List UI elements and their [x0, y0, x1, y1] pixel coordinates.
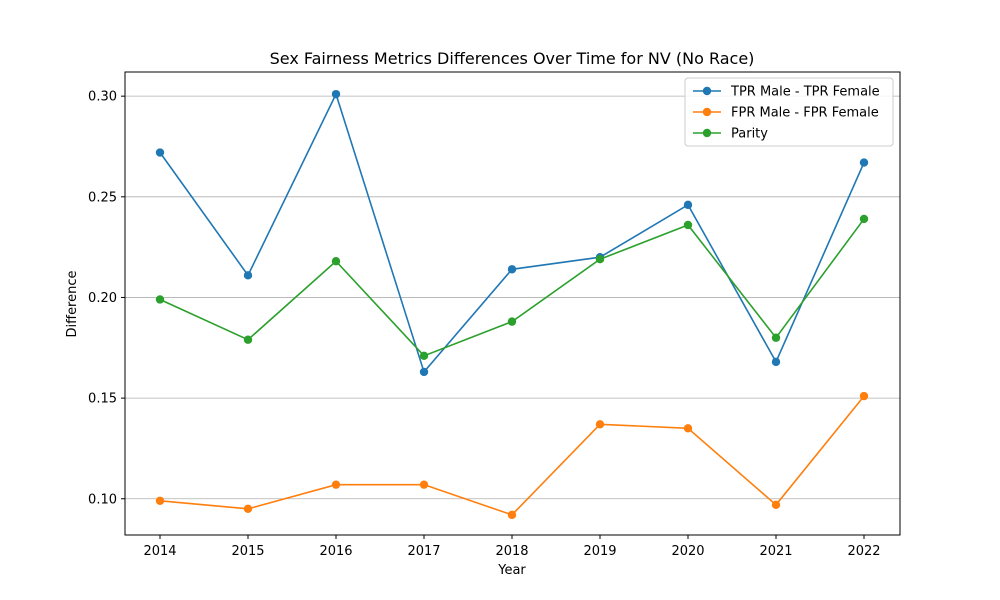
data-point — [419, 480, 429, 489]
data-point — [595, 420, 605, 429]
x-tick-label: 2019 — [583, 544, 616, 559]
data-point — [243, 335, 253, 344]
data-point — [595, 255, 605, 264]
data-point — [331, 257, 341, 266]
x-axis-title: Year — [497, 563, 526, 578]
legend-label: TPR Male - TPR Female — [730, 85, 880, 100]
data-point — [507, 510, 517, 520]
data-point — [243, 271, 253, 280]
data-point — [859, 391, 869, 401]
chart-title: Sex Fairness Metrics Differences Over Ti… — [270, 49, 755, 68]
y-tick-label: 0.30 — [88, 90, 117, 105]
data-point — [419, 367, 429, 377]
y-tick-label: 0.25 — [88, 190, 117, 205]
legend-label: Parity — [731, 127, 768, 142]
data-point — [683, 220, 693, 230]
data-point — [507, 265, 517, 274]
legend: TPR Male - TPR Female FPR Male - FPR Fema… — [684, 77, 894, 147]
data-point — [155, 496, 165, 505]
x-tick-label: 2016 — [319, 544, 352, 559]
data-point — [771, 500, 781, 510]
y-tick-label: 0.10 — [88, 492, 117, 507]
x-tick-label: 2020 — [671, 544, 704, 559]
legend-marker — [702, 107, 712, 117]
data-point — [859, 158, 869, 167]
x-tick-label: 2022 — [847, 544, 880, 559]
y-axis-title: Difference — [65, 270, 80, 337]
legend-marker — [702, 86, 712, 96]
data-point — [683, 424, 693, 433]
data-point — [331, 480, 341, 489]
series-layer — [155, 89, 869, 520]
data-point — [419, 351, 429, 361]
legend-box — [684, 77, 894, 147]
data-point — [155, 295, 165, 304]
y-tick-label: 0.20 — [88, 291, 117, 306]
data-point — [683, 200, 693, 210]
x-tick-label: 2015 — [231, 544, 264, 559]
data-point — [155, 148, 165, 157]
legend-marker — [702, 128, 712, 138]
x-tick-label: 2017 — [407, 544, 440, 559]
x-tick-label: 2014 — [143, 544, 176, 559]
data-point — [243, 504, 253, 514]
y-tick-label: 0.15 — [88, 392, 117, 407]
grid-lines — [125, 95, 900, 500]
data-point — [859, 214, 869, 224]
data-point — [771, 333, 781, 342]
data-point — [771, 357, 781, 367]
axis-ticks: 0.10 0.15 0.20 0.25 0.30 2014 2015 2016 2017 2018… — [88, 90, 881, 559]
x-tick-label: 2021 — [759, 544, 792, 559]
data-point — [507, 317, 517, 326]
data-point — [331, 89, 341, 99]
x-tick-label: 2018 — [495, 544, 528, 559]
legend-label: FPR Male - FPR Female — [731, 106, 879, 121]
